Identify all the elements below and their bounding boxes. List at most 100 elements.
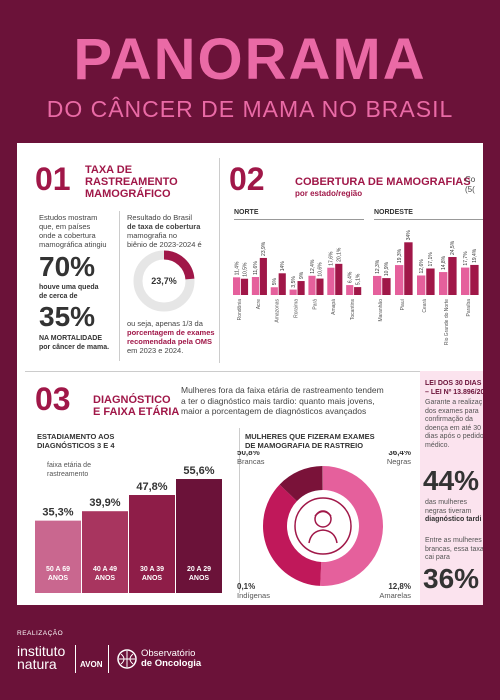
text-line: confirmação da — [425, 416, 473, 423]
text-line: a ter o diagnóstico mais tardio: quanto … — [181, 395, 375, 406]
stat-44: 44% — [423, 465, 480, 496]
text-line: dos exames para — [425, 407, 479, 415]
age-bar-label: 50 A 69 — [46, 566, 70, 573]
age-bar — [82, 511, 128, 593]
stat-36: 36% — [423, 563, 480, 594]
text-line: DE MAMOGRAFIA DE RASTREIO — [245, 441, 364, 450]
divider — [25, 371, 420, 372]
text-line: de cerca de — [39, 292, 78, 300]
text-line: MULHERES QUE FIZERAM EXAMES — [245, 432, 375, 441]
section-03-title: DIAGNÓSTICO E FAIXA ETÁRIA — [93, 394, 179, 418]
text-line: ou seja, apenas 1/3 da — [127, 319, 203, 328]
text-line: negras tiveram — [425, 507, 472, 515]
text-line: Mulheres fora da faixa etária de rastrea… — [181, 385, 384, 395]
state-label: Pará — [312, 299, 318, 310]
bar — [259, 257, 267, 295]
divider — [234, 219, 364, 220]
text-line: mamográfica atingiu — [39, 240, 107, 249]
title-line: E FAIXA ETÁRIA — [93, 406, 180, 418]
bar — [395, 265, 404, 295]
title-line: RASTREAMENTO — [85, 176, 178, 188]
text-line: que, em países — [39, 222, 91, 231]
donut-slice — [320, 466, 383, 586]
bar — [297, 281, 305, 295]
text-line: brancas, essa taxa — [425, 545, 483, 553]
bar-value-label: 11,6% — [253, 261, 259, 275]
bar — [278, 273, 286, 295]
logo-line: Observatório — [141, 648, 196, 659]
age-bar-label: ANOS — [95, 575, 116, 582]
age-bar-chart: 35,3% 50 A 69 ANOS 39,9% 40 A 49 ANOS 47,8% 30 … — [35, 465, 222, 593]
donut-title: MULHERES QUE FIZERAM EXAMES DE MAMOGRAFI… — [245, 432, 375, 450]
text-line: (5( — [465, 185, 475, 194]
nordeste-label: NORDESTE — [374, 209, 413, 216]
law-panel — [420, 371, 483, 605]
norte-label: NORTE — [234, 209, 259, 216]
state-label: Amazonas — [275, 299, 281, 323]
bar-value-label: 10,5% — [242, 262, 248, 277]
logo-line: instituto — [17, 643, 66, 659]
logo-avon: AVON — [80, 660, 103, 669]
bar-value-label: 9% — [299, 271, 305, 279]
text-line: cai para — [425, 554, 450, 561]
logo-line: natura — [17, 656, 57, 672]
state-label: Tocantins — [350, 299, 356, 321]
bar-value-label: 10,9% — [384, 261, 390, 276]
bar — [354, 287, 362, 295]
text-line: médico. — [425, 441, 450, 449]
logo-instituto-natura: instituto natura — [17, 643, 66, 672]
header: PANORAMA DO CÂNCER DE MAMA NO BRASIL — [0, 0, 500, 140]
bar — [448, 257, 457, 295]
stat-70: 70% — [39, 251, 96, 282]
stat-35: 35% — [39, 301, 96, 332]
age-bar-label: ANOS — [189, 575, 210, 582]
cut-text: Co (5( — [465, 175, 475, 195]
stat-44-text: das mulheres negras tiveram diagnóstico … — [425, 499, 481, 525]
bar — [346, 285, 354, 295]
bar-value-label: 14,8% — [441, 255, 447, 270]
section-02-title: COBERTURA DE MAMOGRAFIAS — [295, 176, 471, 188]
bar-value-label: 23,9% — [261, 241, 267, 256]
donut-slice — [263, 484, 322, 586]
donut-value-label: 0,1% — [237, 582, 255, 591]
logo-observatorio: Observatório de Oncologia — [141, 649, 201, 669]
state-label: Roraima — [293, 299, 299, 318]
donut-value-label: 12,8% — [388, 582, 411, 591]
age-bar-label: 20 A 29 — [187, 566, 211, 573]
text-line: biênio de 2023-2024 é — [127, 240, 202, 249]
section-number-02: 02 — [229, 161, 265, 197]
age-bar-value: 39,9% — [89, 497, 120, 509]
stat-70-text: houve uma queda de cerca de — [39, 284, 99, 301]
section-number-01: 01 — [35, 161, 71, 197]
bar — [308, 275, 316, 295]
person-icon-ring — [294, 497, 352, 555]
bar-value-label: 17,6% — [329, 251, 335, 266]
coverage-donut: 23,7% — [133, 250, 195, 312]
law-text2: Entre as mulheres brancas, essa taxa cai… — [425, 537, 483, 563]
age-bar-label: 40 A 49 — [93, 566, 117, 573]
divider — [108, 645, 109, 673]
divider — [75, 645, 76, 673]
bar-value-label: 19,3% — [397, 248, 403, 263]
bar — [335, 263, 343, 295]
bar — [233, 277, 241, 295]
donut-value-label: 50,8% — [237, 451, 260, 457]
text-line: Resultado do Brasil — [127, 213, 193, 222]
bar-value-label: 12,6% — [419, 259, 425, 274]
text-line: de taxa de cobertura — [127, 222, 201, 231]
donut-name-label: Amarelas — [379, 591, 411, 600]
text-line: Co — [465, 175, 476, 184]
bar — [289, 289, 297, 295]
state-label: Maranhão — [378, 299, 384, 322]
text-line: Estudos mostram — [39, 213, 98, 222]
age-bar — [129, 495, 175, 593]
state-label: Piauí — [400, 298, 406, 310]
bar — [417, 275, 426, 295]
divider — [239, 428, 240, 593]
text-line: onde a cobertura — [39, 231, 96, 240]
bar-value-label: 11,4% — [234, 261, 240, 275]
text-line: LEI DOS 30 DIAS — [425, 380, 482, 387]
state-label: Amapá — [331, 299, 337, 315]
text-line: mamografia no — [127, 231, 178, 240]
race-donut-chart: 50,8%Brancas 36,4%Negras 12,8%Amarelas 0,1%… — [237, 451, 411, 600]
